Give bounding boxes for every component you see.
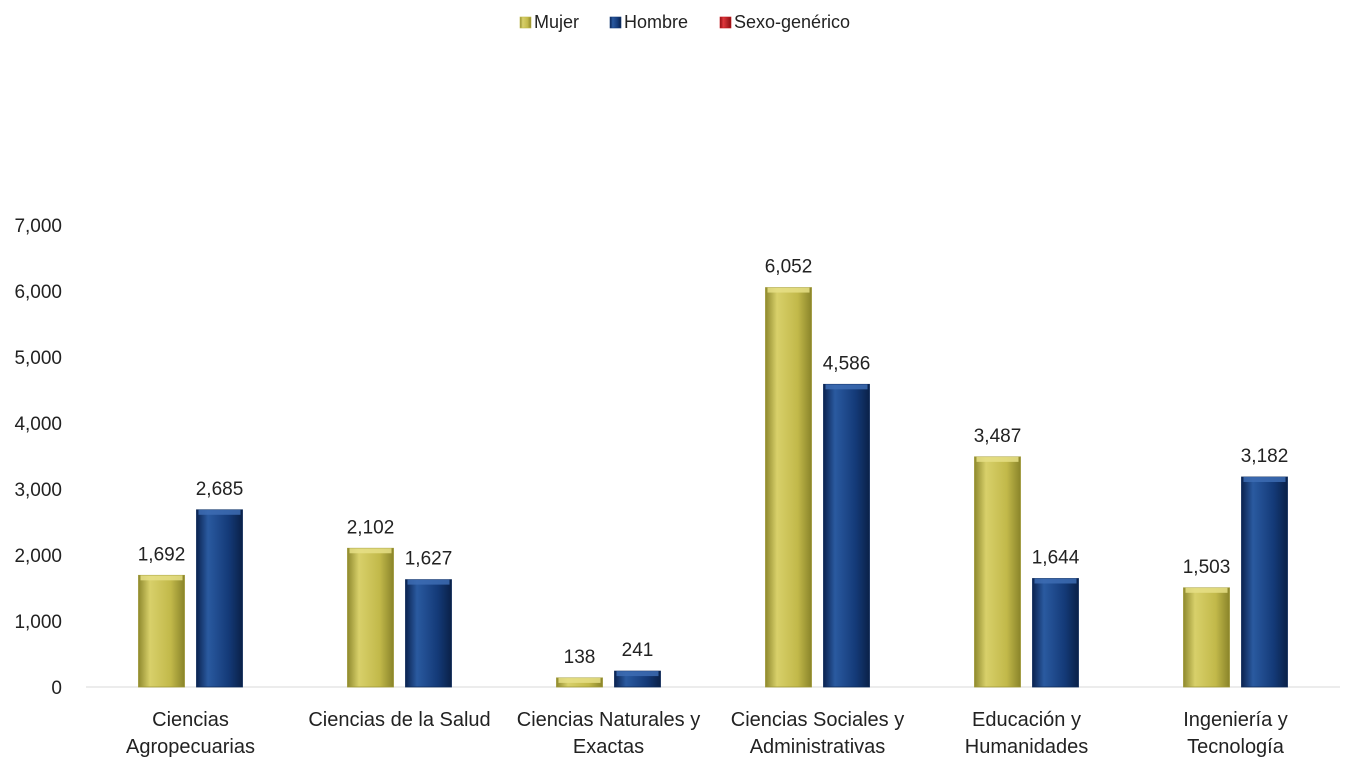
bar-mujer-3 — [765, 287, 812, 688]
data-label-mujer-0: 1,692 — [138, 544, 186, 565]
bar-top-bevel — [407, 579, 450, 585]
y-tick-label: 0 — [51, 678, 62, 699]
x-category-label: Ingeniería y Tecnología — [1183, 709, 1288, 758]
x-category-label: Educación y Humanidades — [965, 709, 1088, 758]
legend-swatch-hombre — [609, 16, 622, 29]
bar-top-bevel — [1243, 476, 1286, 482]
bars — [138, 287, 1288, 688]
data-label-hombre-5: 3,182 — [1241, 446, 1289, 467]
y-tick-label: 5,000 — [14, 348, 62, 369]
data-labels: 1,692 2,685 2,102 1,627 138 241 6,052 4,586 3,48… — [138, 257, 1289, 668]
bar-top-bevel — [616, 671, 659, 677]
x-category-label: Ciencias Agropecuarias — [126, 709, 255, 758]
data-label-mujer-1: 2,102 — [347, 517, 395, 538]
legend: Mujer Hombre Sexo-genérico — [519, 12, 850, 32]
bar-top-bevel — [825, 384, 868, 390]
legend-swatch-sexo-genérico — [719, 16, 732, 29]
x-category-line: Ingeniería y — [1183, 709, 1288, 731]
bar-top-bevel — [976, 456, 1019, 462]
bar-top-bevel — [558, 677, 601, 683]
bar-mujer-1 — [347, 547, 394, 688]
data-label-mujer-3: 6,052 — [765, 257, 813, 278]
bar-mujer-0 — [138, 574, 185, 688]
bar-hombre-3 — [823, 383, 870, 688]
data-label-hombre-0: 2,685 — [196, 479, 244, 500]
x-category-line: Ciencias Naturales y — [517, 709, 700, 731]
bar-top-bevel — [349, 548, 392, 554]
bar-top-bevel — [140, 575, 183, 581]
x-category-line: Ciencias Sociales y — [731, 709, 904, 731]
bar-hombre-0 — [196, 509, 243, 688]
legend-label-hombre: Hombre — [624, 12, 688, 32]
x-category-line: Exactas — [573, 736, 644, 758]
y-tick-label: 2,000 — [14, 546, 62, 567]
data-label-hombre-2: 241 — [622, 640, 654, 661]
bar-top-bevel — [1185, 587, 1228, 593]
y-tick-label: 3,000 — [14, 480, 62, 501]
x-category-line: Agropecuarias — [126, 736, 255, 758]
y-axis: 0 1,000 2,000 3,000 4,000 5,000 6,000 7,000 — [14, 216, 62, 699]
x-category-line: Ciencias — [152, 709, 229, 731]
bar-hombre-5 — [1241, 476, 1288, 688]
bar-hombre-4 — [1032, 578, 1079, 688]
bar-mujer-4 — [974, 456, 1021, 688]
x-category-line: Educación y — [972, 709, 1081, 731]
x-category-label: Ciencias de la Salud — [308, 709, 490, 731]
data-label-hombre-4: 1,644 — [1032, 547, 1080, 568]
bar-mujer-5 — [1183, 587, 1230, 688]
y-tick-label: 7,000 — [14, 216, 62, 237]
x-category-label: Ciencias Sociales y Administrativas — [731, 709, 904, 758]
y-tick-label: 1,000 — [14, 612, 62, 633]
data-label-mujer-4: 3,487 — [974, 426, 1022, 447]
x-category-line: Humanidades — [965, 736, 1088, 758]
bar-top-bevel — [767, 287, 810, 293]
data-label-hombre-1: 1,627 — [405, 549, 453, 570]
data-label-hombre-3: 4,586 — [823, 353, 871, 374]
legend-label-sexo-genérico: Sexo-genérico — [734, 12, 850, 32]
bar-hombre-1 — [405, 579, 452, 688]
x-category-line: Administrativas — [750, 736, 886, 758]
bar-top-bevel — [198, 509, 241, 515]
x-category-line: Tecnología — [1187, 736, 1285, 758]
x-category-label: Ciencias Naturales y Exactas — [517, 709, 700, 758]
y-tick-label: 4,000 — [14, 414, 62, 435]
legend-swatch-mujer — [519, 16, 532, 29]
bar-top-bevel — [1034, 578, 1077, 584]
x-axis: Ciencias Agropecuarias Ciencias de la Salu… — [126, 709, 1288, 758]
data-label-mujer-2: 138 — [564, 647, 596, 668]
x-category-line: Ciencias de la Salud — [308, 709, 490, 731]
y-tick-label: 6,000 — [14, 282, 62, 303]
data-label-mujer-5: 1,503 — [1183, 557, 1231, 578]
legend-label-mujer: Mujer — [534, 12, 579, 32]
